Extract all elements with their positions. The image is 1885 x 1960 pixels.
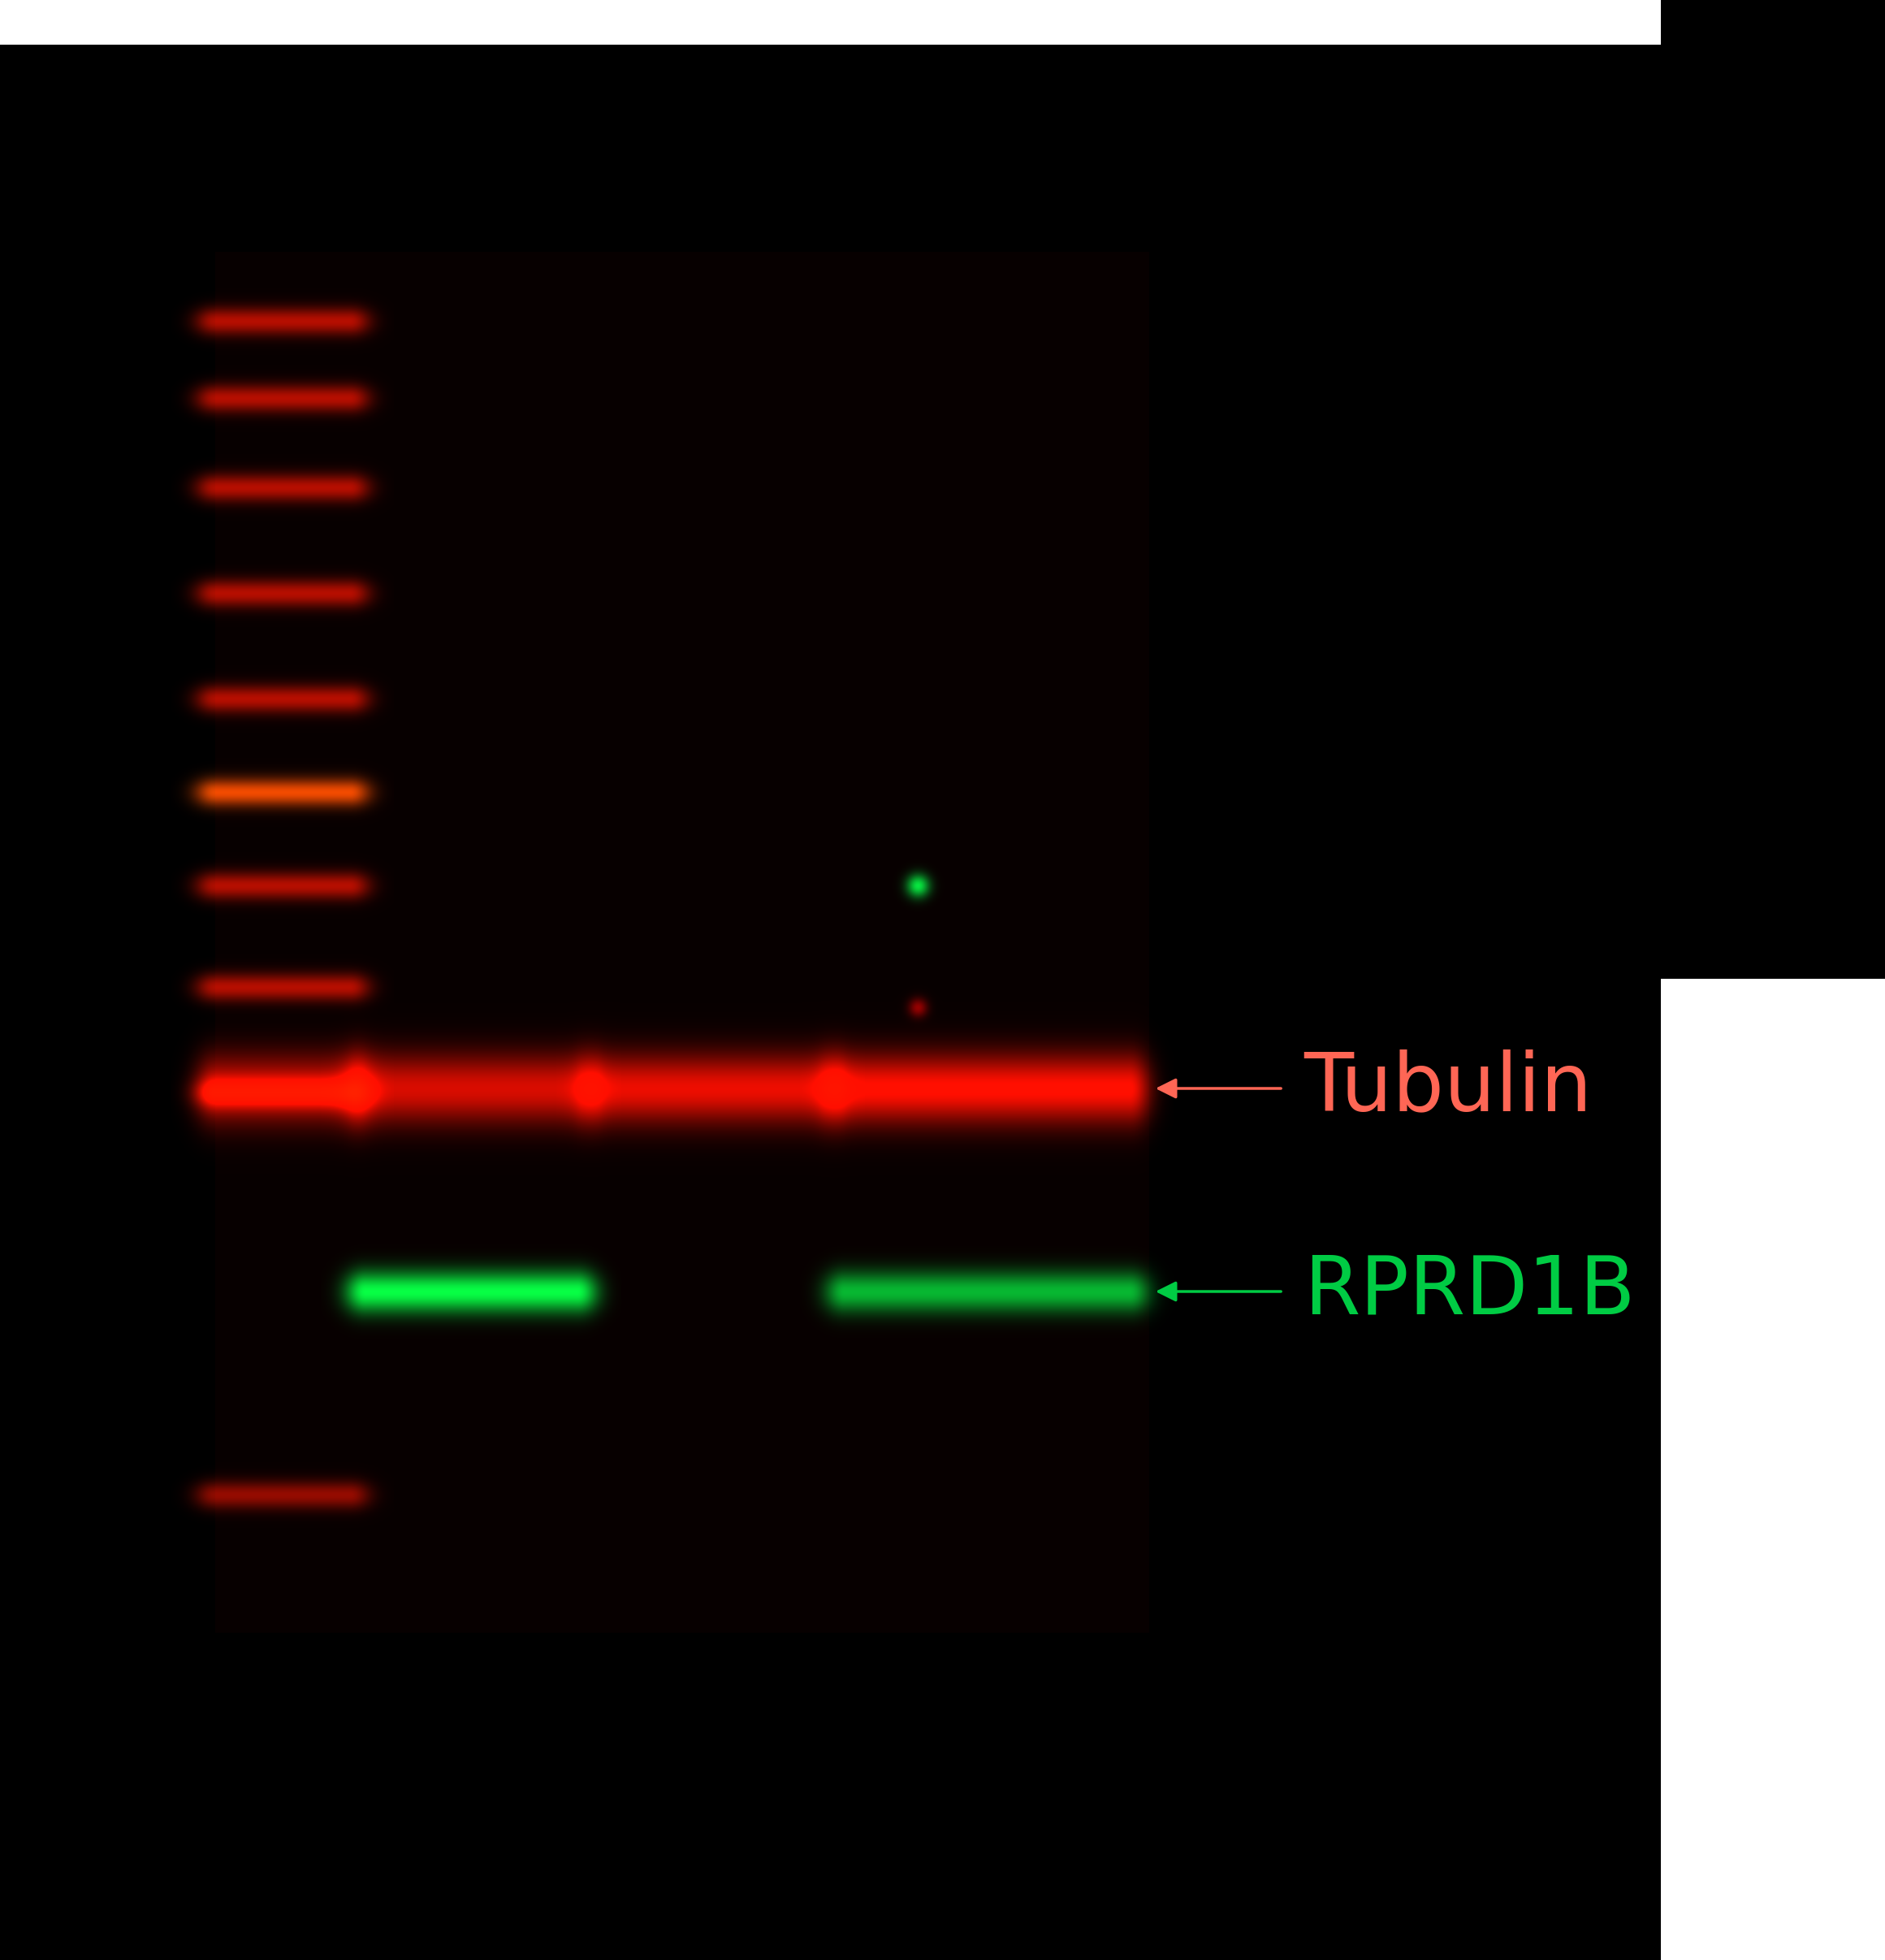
Text: Tubulin: Tubulin <box>1304 1049 1593 1127</box>
Text: RPRD1B: RPRD1B <box>1304 1252 1636 1331</box>
